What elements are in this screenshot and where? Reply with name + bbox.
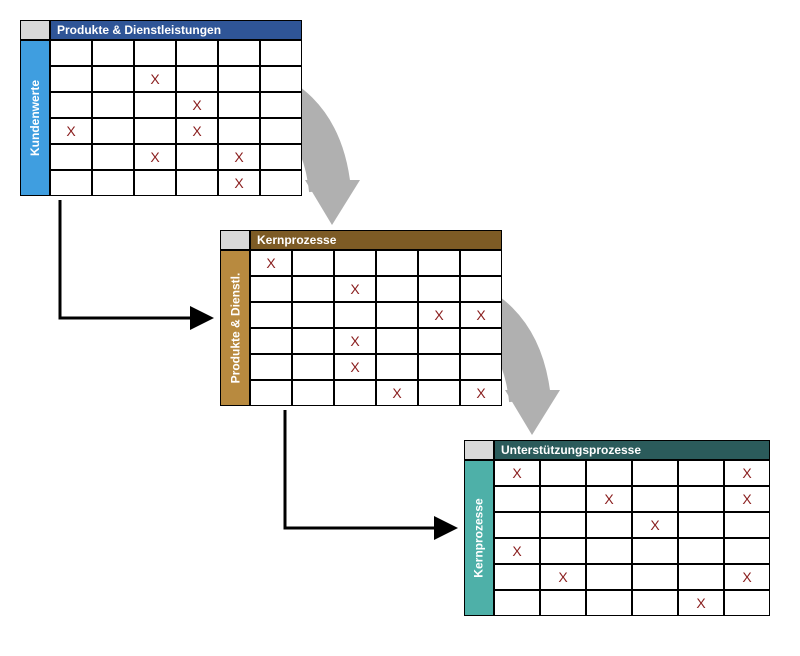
elbow-arrow-2 bbox=[0, 0, 800, 656]
